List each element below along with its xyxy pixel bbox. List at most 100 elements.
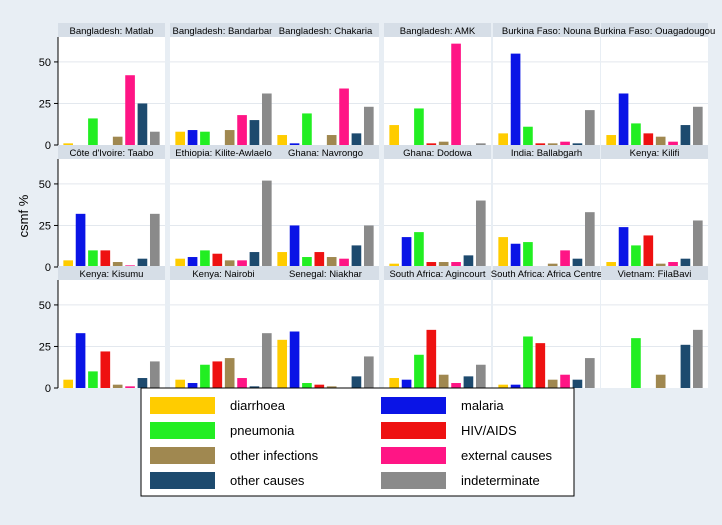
bar-other-causes	[572, 143, 583, 145]
legend-label: other infections	[230, 448, 319, 463]
panel-strip	[384, 266, 491, 280]
panel-strip	[58, 266, 165, 280]
bar-indeterminate	[475, 200, 486, 267]
panel-burkina-faso-ouagadougou: Burkina Faso: Ouagadougou	[594, 23, 715, 145]
bar-other-causes	[351, 245, 362, 267]
legend-item-other-infections: other infections	[150, 447, 319, 464]
bar-diarrhoea	[498, 133, 509, 145]
bar-diarrhoea	[606, 135, 617, 145]
legend-swatch	[381, 472, 446, 489]
bar-hiv-aids	[314, 252, 325, 267]
panel-strip	[170, 145, 277, 159]
legend-label: malaria	[461, 398, 504, 413]
bar-diarrhoea	[389, 263, 400, 267]
bar-malaria	[289, 225, 300, 267]
legend-item-other-causes: other causes	[150, 472, 305, 489]
bar-diarrhoea	[389, 125, 400, 145]
bar-indeterminate	[149, 213, 160, 267]
plot-area	[601, 37, 708, 145]
bar-other-causes	[137, 378, 148, 388]
bar-diarrhoea	[63, 379, 74, 388]
bar-pneumonia	[200, 131, 210, 145]
panel-title: Kenya: Nairobi	[192, 269, 254, 280]
panel-senegal-niakhar: Senegal: Niakhar	[272, 266, 379, 388]
legend-item-indeterminate: indeterminate	[381, 472, 540, 489]
bar-diarrhoea	[63, 143, 74, 145]
panel-title: Burkina Faso: Nouna	[502, 26, 592, 37]
bar-pneumonia	[302, 383, 312, 388]
bar-external-causes	[451, 383, 461, 388]
panel-kenya-kilifi: Kenya: Kilifi	[601, 145, 708, 267]
panel-strip	[170, 23, 277, 37]
bar-diarrhoea	[277, 252, 288, 267]
bar-malaria	[187, 383, 198, 388]
panel-title: Senegal: Niakhar	[289, 269, 362, 280]
bar-indeterminate	[363, 106, 374, 145]
bar-other-infections	[655, 263, 666, 267]
legend-label: indeterminate	[461, 473, 540, 488]
bar-other-infections	[547, 263, 558, 267]
panel-title: Burkina Faso: Ouagadougou	[594, 26, 715, 37]
bar-other-causes	[572, 379, 583, 388]
plot-area	[170, 37, 277, 145]
bar-external-causes	[560, 250, 570, 267]
legend-label: pneumonia	[230, 423, 295, 438]
panel-title: Kenya: Kisumu	[80, 269, 144, 280]
panel-title: Ethiopia: Kilite-Awlaelo	[175, 148, 271, 159]
panel-strip	[493, 23, 600, 37]
y-tick-label: 50	[39, 300, 51, 312]
panel-title: Ghana: Navrongo	[288, 148, 363, 159]
panel-c-te-d-ivoire-taabo: Côte d'Ivoire: Taabo 0 25 50	[39, 145, 165, 274]
plot-area	[601, 159, 708, 267]
bar-external-causes	[668, 262, 678, 267]
panel-ghana-dodowa: Ghana: Dodowa	[384, 145, 491, 267]
bar-other-infections	[655, 136, 666, 145]
bar-indeterminate	[261, 180, 272, 267]
legend-swatch	[381, 422, 446, 439]
panel-strip	[170, 266, 277, 280]
legend-swatch	[150, 472, 215, 489]
bar-pneumonia	[523, 336, 533, 388]
bar-pneumonia	[414, 354, 424, 388]
legend-item-malaria: malaria	[381, 397, 504, 414]
bar-hiv-aids	[314, 384, 325, 388]
bar-other-infections	[112, 136, 123, 145]
bar-pneumonia	[631, 123, 641, 145]
bar-external-causes	[560, 374, 570, 388]
panel-title: South Africa: Africa Centre	[491, 269, 602, 280]
bar-hiv-aids	[212, 361, 223, 388]
panel-title: South Africa: Agincourt	[389, 269, 485, 280]
panel-strip	[493, 266, 600, 280]
bar-diarrhoea	[389, 378, 400, 388]
bar-pneumonia	[302, 257, 312, 267]
bar-diarrhoea	[606, 262, 617, 267]
bar-other-infections	[326, 386, 337, 388]
panel-south-africa-africa-centre: South Africa: Africa Centre	[491, 266, 602, 388]
plot-area	[493, 159, 600, 267]
bar-other-causes	[249, 386, 260, 388]
chart-panels: Bangladesh: Matlab 0 25 50 Bangladesh: Banda…	[39, 23, 715, 395]
bar-pneumonia	[414, 108, 424, 145]
panel-india-ballabgarh: India: Ballabgarh	[493, 145, 600, 267]
panel-strip	[384, 23, 491, 37]
bar-pneumonia	[88, 118, 98, 145]
bar-external-causes	[237, 115, 247, 145]
panel-strip	[272, 266, 379, 280]
panel-strip	[601, 23, 708, 37]
bar-pneumonia	[88, 371, 98, 388]
panel-bangladesh-amk: Bangladesh: AMK	[384, 23, 491, 145]
bar-external-causes	[339, 88, 349, 145]
bar-indeterminate	[149, 361, 160, 388]
plot-area	[384, 280, 491, 388]
legend-swatch	[381, 447, 446, 464]
bar-external-causes	[451, 262, 461, 267]
panel-ethiopia-kilite-awlaelo: Ethiopia: Kilite-Awlaelo	[170, 145, 277, 267]
bar-diarrhoea	[175, 379, 186, 388]
plot-area	[170, 280, 277, 388]
plot-area	[384, 37, 491, 145]
bar-other-infections	[112, 262, 123, 267]
plot-area	[272, 159, 379, 267]
bar-pneumonia	[88, 250, 98, 267]
bar-diarrhoea	[498, 384, 509, 388]
